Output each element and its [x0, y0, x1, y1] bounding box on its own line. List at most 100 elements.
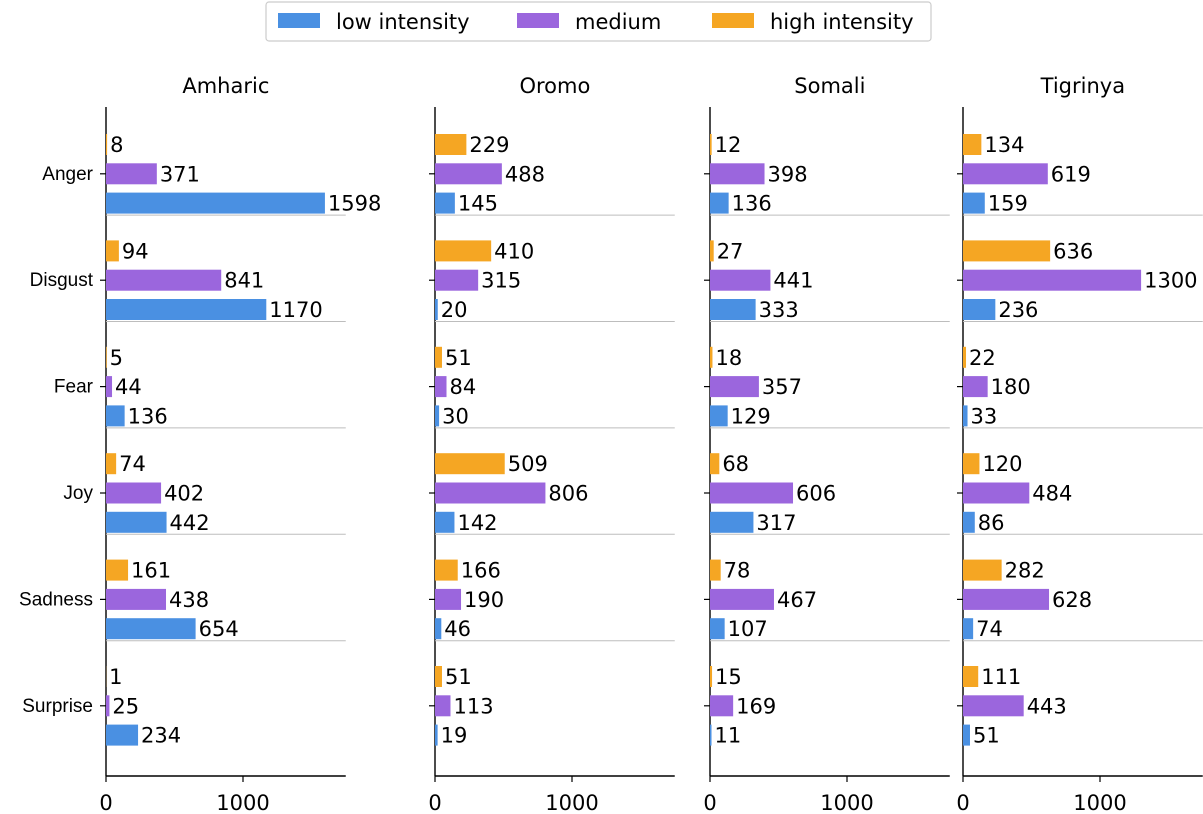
bar-high-fear — [106, 346, 107, 368]
bar-medium-sadness — [106, 588, 167, 610]
bar-high-anger — [435, 134, 467, 155]
bar-low-joy — [963, 511, 975, 533]
bar-medium-joy — [963, 482, 1030, 504]
bar-low-fear — [710, 405, 728, 427]
bar-high-surprise — [435, 666, 442, 687]
panel-title: Oromo — [519, 74, 590, 98]
value-label: 1170 — [269, 298, 322, 322]
panel-amharic: Amharic 0 1000 Anger 8 371 1598 Disgust 94 841117… — [19, 74, 381, 814]
value-label: 129 — [731, 404, 771, 428]
bar-high-anger — [106, 134, 108, 155]
value-label: 51 — [445, 346, 472, 370]
bar-high-disgust — [710, 240, 714, 262]
bar-medium-joy — [435, 482, 546, 504]
value-label: 5 — [110, 346, 123, 370]
bar-medium-sadness — [435, 588, 462, 610]
value-label: 190 — [464, 588, 504, 612]
bar-medium-fear — [106, 376, 113, 398]
value-label: 282 — [1005, 559, 1045, 583]
bar-high-disgust — [106, 240, 119, 262]
bar-medium-joy — [710, 482, 794, 504]
category-label-surprise: Surprise — [22, 696, 93, 717]
value-label: 333 — [759, 298, 799, 322]
value-label: 84 — [450, 375, 477, 399]
legend-label-medium: medium — [575, 10, 661, 34]
value-label: 484 — [1032, 482, 1072, 506]
bar-medium-surprise — [710, 695, 734, 717]
bar-low-sadness — [710, 618, 725, 640]
bar-low-fear — [435, 405, 440, 427]
value-label: 236 — [998, 298, 1038, 322]
bar-high-sadness — [435, 559, 458, 581]
bar-low-disgust — [435, 299, 438, 320]
value-label: 166 — [461, 559, 501, 583]
bar-medium-disgust — [435, 269, 479, 291]
x-tick-label: 1000 — [216, 791, 269, 814]
bar-low-disgust — [710, 299, 756, 320]
bar-high-surprise — [963, 666, 979, 687]
x-tick-label: 1000 — [820, 791, 873, 814]
bar-low-fear — [106, 405, 125, 427]
value-label: 1 — [109, 665, 122, 689]
bar-low-anger — [106, 192, 325, 214]
value-label: 12 — [715, 133, 742, 157]
panel-title: Somali — [794, 74, 865, 98]
value-label: 398 — [768, 162, 808, 186]
value-label: 78 — [724, 559, 751, 583]
category-label-disgust: Disgust — [30, 270, 94, 291]
value-label: 442 — [170, 511, 210, 535]
bar-medium-anger — [106, 163, 157, 185]
value-label: 30 — [442, 404, 469, 428]
x-tick-label: 0 — [956, 791, 969, 814]
value-label: 1598 — [328, 192, 381, 216]
value-label: 169 — [736, 694, 776, 718]
value-label: 142 — [457, 511, 497, 535]
value-label: 806 — [548, 482, 588, 506]
value-label: 136 — [732, 192, 772, 216]
value-label: 136 — [128, 404, 168, 428]
bar-medium-disgust — [710, 269, 771, 291]
value-label: 11 — [715, 724, 742, 748]
bar-high-sadness — [710, 559, 721, 581]
legend-label-high: high intensity — [770, 10, 914, 34]
bar-medium-fear — [710, 376, 759, 398]
panel-somali: Somali 0 1000 12 398 136 27 441 333 18 357 129 68 606… — [703, 74, 950, 814]
value-label: 145 — [458, 192, 498, 216]
value-label: 841 — [224, 269, 264, 293]
value-label: 120 — [982, 452, 1022, 476]
value-label: 402 — [164, 482, 204, 506]
value-label: 159 — [988, 192, 1028, 216]
value-label: 488 — [505, 162, 545, 186]
bar-high-joy — [106, 453, 117, 475]
bar-medium-fear — [435, 376, 447, 398]
value-label: 441 — [773, 269, 813, 293]
category-label-anger: Anger — [42, 164, 93, 185]
category-label-sadness: Sadness — [19, 589, 93, 610]
legend-swatch-medium — [517, 13, 559, 28]
value-label: 51 — [973, 724, 1000, 748]
bar-low-joy — [435, 511, 455, 533]
value-label: 107 — [728, 617, 768, 641]
value-label: 229 — [469, 133, 509, 157]
legend-swatch-high — [712, 13, 754, 28]
value-label: 234 — [141, 724, 181, 748]
value-label: 443 — [1027, 694, 1067, 718]
bar-medium-anger — [435, 163, 502, 185]
value-label: 27 — [717, 239, 744, 263]
value-label: 94 — [122, 239, 149, 263]
value-label: 19 — [441, 724, 468, 748]
legend-swatch-low — [278, 13, 320, 28]
value-label: 134 — [984, 133, 1024, 157]
value-label: 606 — [796, 482, 836, 506]
bar-low-surprise — [106, 724, 139, 746]
bar-low-joy — [106, 511, 167, 533]
value-label: 357 — [762, 375, 802, 399]
value-label: 636 — [1053, 239, 1093, 263]
value-label: 654 — [199, 617, 239, 641]
x-tick-label: 1000 — [545, 791, 598, 814]
value-label: 74 — [976, 617, 1003, 641]
bar-high-joy — [710, 453, 720, 475]
bar-low-fear — [963, 405, 968, 427]
panel-title: Amharic — [182, 74, 269, 98]
